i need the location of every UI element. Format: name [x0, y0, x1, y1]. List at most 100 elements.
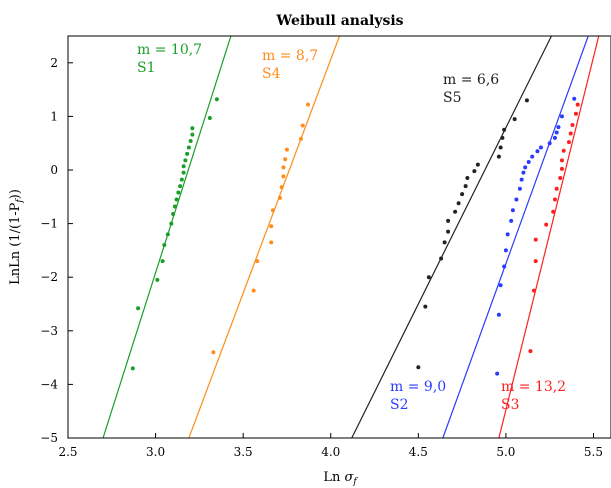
data-point-s1-5 [162, 243, 167, 248]
data-point-s5-18 [502, 127, 507, 132]
data-point-s2-8 [510, 208, 515, 213]
data-point-s2-20 [554, 130, 559, 135]
modulus-label-s4: m = 8,7 [262, 48, 318, 64]
data-point-s5-8 [453, 209, 458, 214]
data-point-s1-23 [214, 97, 219, 102]
data-point-s4-9 [281, 174, 286, 179]
x-tick-label: 3.5 [234, 445, 253, 459]
y-tick-label: 2 [50, 56, 58, 70]
fit-line-s2 [442, 36, 589, 438]
data-point-s1-15 [181, 164, 186, 169]
data-point-s5-17 [500, 135, 505, 140]
data-point-s2-10 [517, 186, 522, 191]
data-point-s3-1 [528, 349, 533, 354]
data-point-s1-18 [186, 145, 191, 150]
data-point-s5-19 [512, 117, 517, 122]
data-point-s1-22 [207, 116, 212, 121]
data-point-s5-13 [472, 169, 477, 174]
data-point-s5-12 [465, 176, 470, 181]
data-point-s1-11 [176, 190, 181, 195]
data-point-s2-13 [523, 165, 528, 170]
data-point-s2-5 [503, 248, 508, 253]
data-point-s1-14 [181, 170, 186, 175]
data-point-s5-14 [475, 162, 480, 167]
series-name-s3: S3 [501, 397, 520, 413]
data-point-s4-3 [255, 259, 260, 264]
modulus-label-s3: m = 13,2 [501, 379, 566, 395]
data-point-s4-6 [270, 208, 275, 213]
data-point-s2-16 [535, 149, 540, 154]
data-point-s3-7 [552, 197, 557, 202]
data-point-s3-10 [559, 166, 564, 171]
data-point-s2-17 [538, 145, 543, 150]
data-point-s5-5 [442, 240, 447, 245]
data-point-s5-15 [496, 154, 501, 159]
y-tick-label: −5 [40, 431, 58, 445]
data-point-s1-2 [136, 306, 141, 311]
data-point-s2-1 [495, 371, 500, 376]
data-point-s5-20 [524, 98, 529, 103]
data-point-s4-15 [305, 102, 310, 107]
data-point-s2-15 [530, 154, 535, 159]
data-point-s2-23 [572, 96, 577, 101]
data-point-s3-6 [551, 209, 556, 214]
data-point-s2-7 [509, 218, 514, 223]
data-point-s2-3 [498, 283, 503, 288]
x-axis-label: Ln σf [323, 470, 358, 487]
data-point-s4-13 [298, 136, 303, 141]
data-point-s3-12 [561, 148, 566, 153]
fit-line-s4 [188, 36, 341, 438]
data-point-s4-7 [277, 195, 282, 200]
modulus-label-s5: m = 6,6 [443, 72, 499, 88]
data-point-s5-6 [446, 229, 451, 234]
data-point-s4-10 [281, 165, 286, 170]
y-axis-label: LnLn (1/(1-Pf)) [8, 189, 25, 285]
y-tick-label: −2 [40, 270, 58, 284]
data-point-s3-14 [568, 131, 573, 136]
data-point-s1-21 [190, 126, 195, 131]
data-point-s1-19 [188, 139, 193, 144]
data-point-s5-11 [463, 184, 468, 189]
data-point-s2-11 [519, 177, 524, 182]
y-tick-label: 1 [50, 109, 58, 123]
data-point-s2-9 [514, 197, 519, 202]
y-tick-label: −1 [40, 217, 58, 231]
data-point-s1-20 [190, 132, 195, 137]
data-point-s4-11 [283, 157, 288, 162]
data-point-s1-9 [172, 204, 177, 209]
series-name-s4: S4 [262, 66, 281, 82]
data-point-s4-8 [279, 185, 284, 190]
data-point-s2-18 [547, 141, 552, 146]
data-point-s1-1 [130, 366, 135, 371]
modulus-label-s1: m = 10,7 [137, 42, 202, 58]
data-point-s1-13 [179, 177, 184, 182]
data-point-s3-4 [533, 237, 538, 242]
data-point-s3-5 [544, 222, 549, 227]
data-point-s3-15 [570, 122, 575, 127]
data-point-s1-3 [155, 277, 160, 282]
fit-line-s3 [498, 36, 600, 438]
data-point-s5-16 [498, 145, 503, 150]
x-tick-label: 4.5 [409, 445, 428, 459]
series-labels: m = 10,7 S1 m = 8,7 S4 m = 6,6 S5 m = 9,0 S2 m =… [137, 42, 566, 413]
data-point-s2-22 [559, 114, 564, 119]
data-point-s4-14 [300, 123, 305, 128]
data-point-s1-10 [174, 197, 179, 202]
data-point-s1-17 [185, 151, 190, 156]
series-lines [102, 36, 600, 438]
data-point-s3-16 [573, 111, 578, 116]
data-point-s3-3 [533, 259, 538, 264]
data-point-s1-7 [169, 221, 174, 226]
data-point-s2-19 [552, 135, 557, 140]
series-points [130, 96, 580, 376]
data-point-s4-4 [269, 240, 274, 245]
data-point-s3-2 [531, 288, 536, 293]
data-point-s5-4 [439, 256, 444, 261]
data-point-s1-16 [183, 158, 188, 163]
data-point-s2-12 [521, 170, 526, 175]
fit-line-s1 [102, 36, 232, 438]
plot-frame [67, 35, 611, 439]
data-point-s2-21 [556, 125, 561, 130]
x-tick-label: 5.5 [584, 445, 603, 459]
data-point-s5-10 [460, 192, 465, 197]
